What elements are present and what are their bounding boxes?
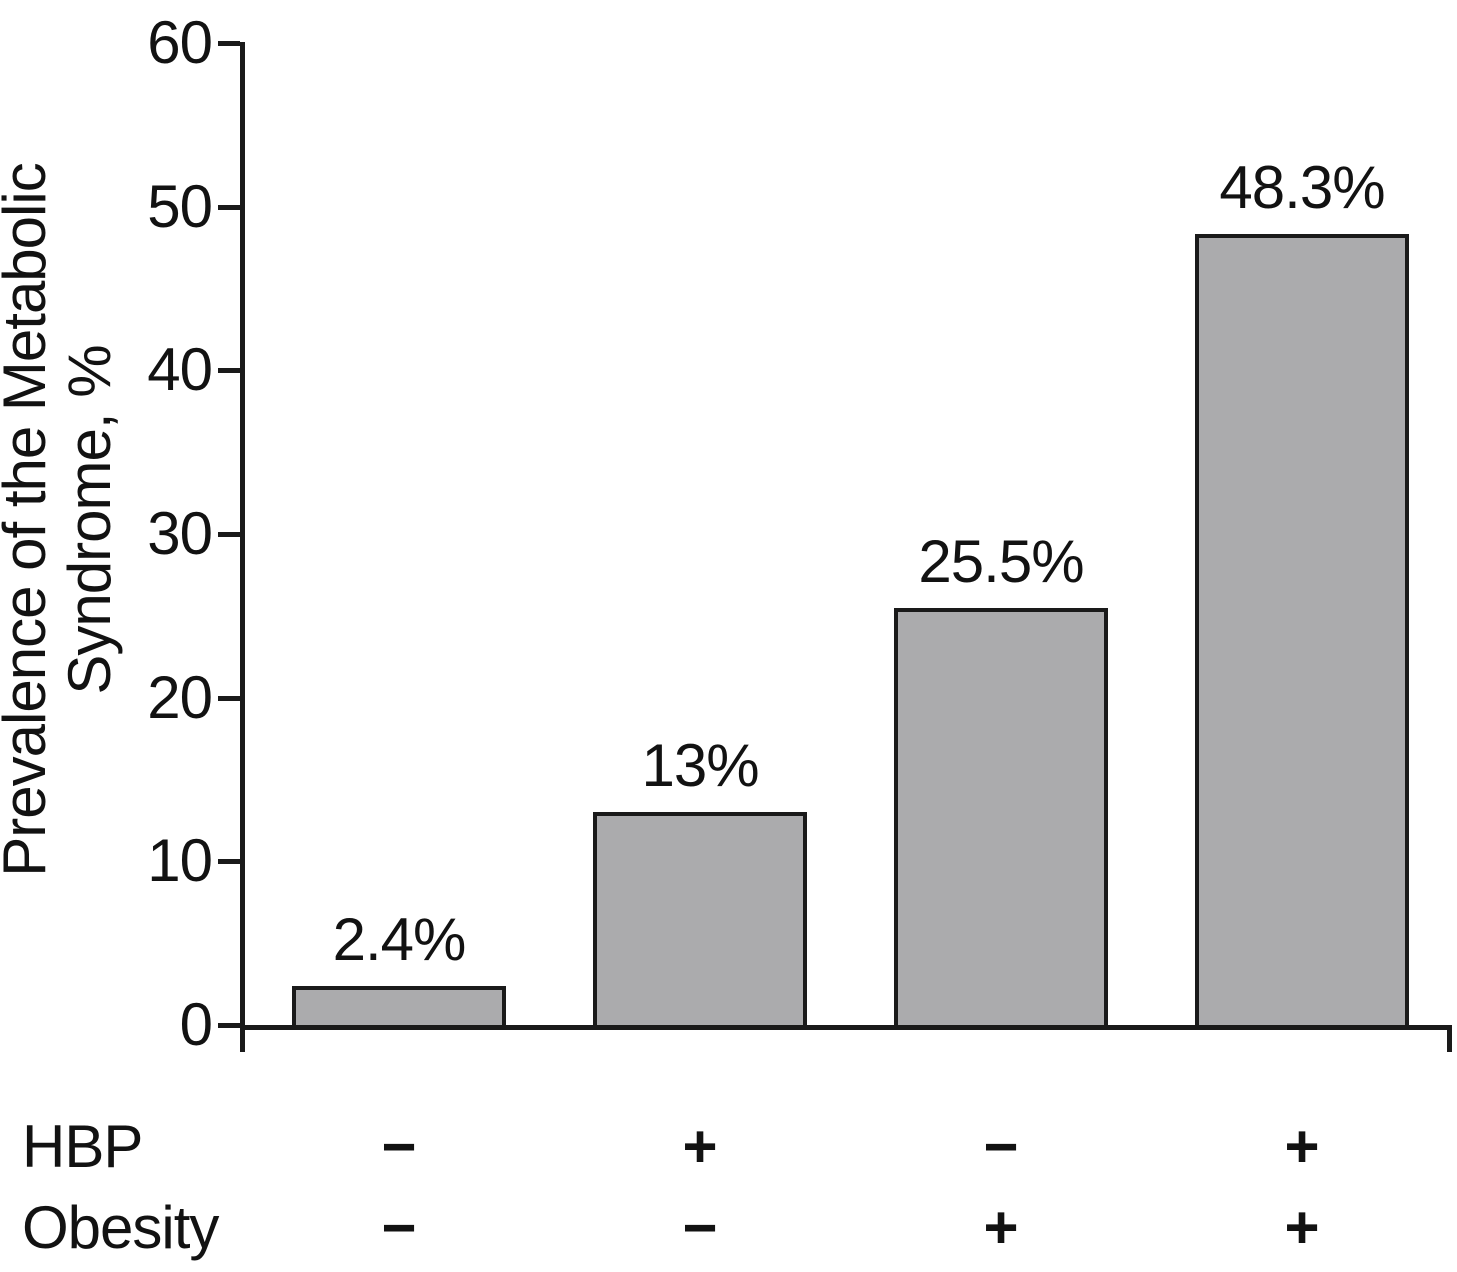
sign-obesity-bar2: −: [682, 1194, 718, 1261]
y-tick-50: [218, 204, 240, 210]
bar-4: [1195, 234, 1409, 1029]
y-tick-label-0: 0: [179, 991, 213, 1058]
bar-2: [593, 812, 807, 1029]
sign-hbp-bar1: −: [381, 1113, 417, 1180]
y-tick-label-50: 50: [147, 172, 213, 240]
row-label-obesity: Obesity: [22, 1194, 219, 1261]
y-axis-title-line1: Prevalence of the Metabolic: [0, 163, 59, 877]
y-tick-40: [218, 368, 240, 374]
y-tick-label-20: 20: [147, 663, 213, 731]
y-tick-0: [218, 1023, 240, 1028]
bar-3: [894, 608, 1108, 1029]
sign-obesity-bar1: −: [381, 1194, 417, 1261]
sign-hbp-bar3: −: [983, 1113, 1019, 1180]
y-tick-label-40: 40: [147, 336, 213, 404]
y-tick-10: [218, 859, 240, 865]
bar-value-label-4: 48.3%: [1219, 154, 1385, 221]
y-tick-30: [218, 532, 240, 537]
bar-1: [292, 986, 506, 1029]
bar-value-label-3: 25.5%: [918, 528, 1084, 595]
row-label-hbp: HBP: [22, 1113, 143, 1180]
sign-obesity-bar4: +: [1284, 1194, 1320, 1261]
x-axis-end-tick: [1447, 1025, 1452, 1052]
y-tick-label-30: 30: [147, 500, 213, 567]
sign-hbp-bar4: +: [1284, 1113, 1320, 1180]
y-axis-line: [240, 42, 245, 1052]
sign-obesity-bar3: +: [983, 1194, 1019, 1261]
x-axis-line: [240, 1025, 1452, 1030]
bar-value-label-1: 2.4%: [332, 906, 467, 973]
y-tick-60: [218, 41, 240, 46]
y-tick-20: [218, 695, 240, 701]
bar-value-label-2: 13%: [641, 732, 759, 799]
sign-hbp-bar2: +: [682, 1113, 718, 1180]
y-tick-label-10: 10: [147, 827, 213, 895]
y-tick-label-60: 60: [147, 9, 213, 76]
